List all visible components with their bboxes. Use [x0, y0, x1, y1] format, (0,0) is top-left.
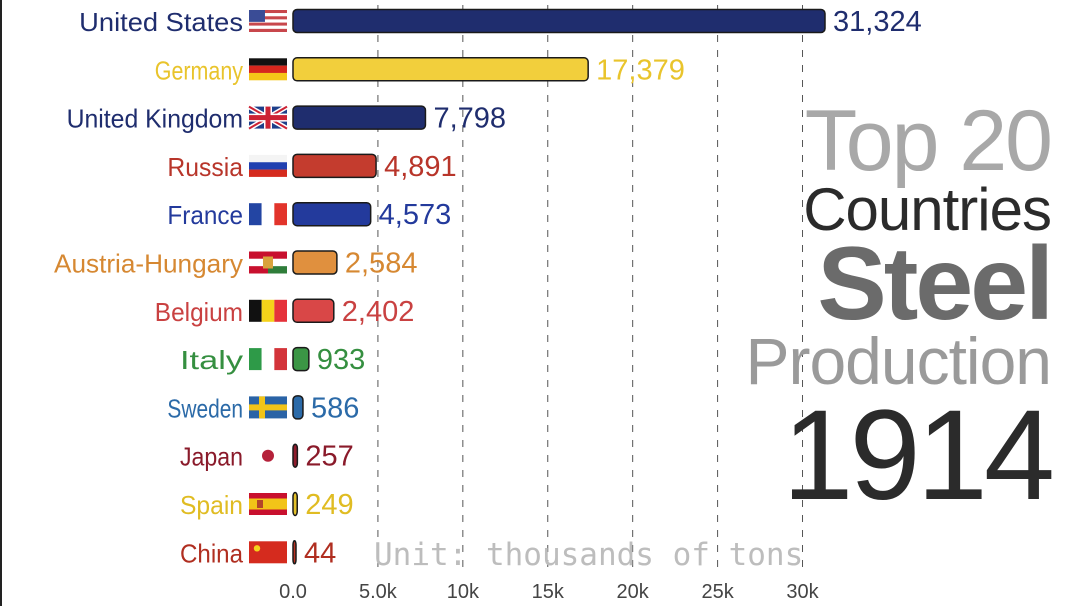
category-label: Spain — [180, 490, 243, 520]
bar-row-6: Belgium 2,402 — [155, 296, 415, 328]
unit-annotation: Unit: thousands of tons — [374, 537, 803, 573]
category-label: Russia — [167, 152, 243, 182]
bar — [292, 395, 304, 420]
category-label: United Kingdom — [67, 104, 243, 134]
bar-row-1: Germany 17,379 — [155, 54, 685, 86]
category-label: Japan — [180, 442, 243, 472]
bar — [292, 540, 297, 565]
x-tick-label: 10k — [447, 581, 480, 603]
category-label: Austria-Hungary — [54, 249, 243, 279]
bar-row-4: France 4,573 — [167, 199, 451, 231]
value-label: 31,324 — [833, 6, 922, 38]
japan-flag-icon — [249, 444, 287, 467]
category-label: France — [167, 200, 243, 230]
title-line-production: Production — [745, 324, 1052, 398]
bar-row-3: Russia 4,891 — [167, 151, 456, 183]
value-label: 2,402 — [342, 296, 415, 328]
year-label: 1914 — [782, 384, 1055, 527]
chart-title-block: Top 20 Countries Steel Production 1914 — [721, 93, 1055, 527]
value-label: 2,584 — [345, 248, 418, 280]
germany-flag-icon — [249, 58, 287, 81]
left-frame-border — [0, 0, 2, 606]
bar-row-10: Spain 249 — [180, 489, 354, 521]
category-label: Belgium — [155, 297, 243, 327]
bar-row-5: Austria-Hungary 2,584 — [54, 248, 417, 280]
value-label: 4,891 — [384, 151, 457, 183]
bar — [292, 105, 427, 130]
value-label: 249 — [305, 489, 353, 521]
bar-row-2: United Kingdom 7,798 — [67, 103, 506, 135]
bar — [292, 298, 335, 324]
value-label: 44 — [304, 537, 336, 569]
bar — [292, 201, 372, 227]
category-label: Italy — [180, 345, 243, 375]
x-tick-label: 15k — [532, 581, 565, 603]
bars: United States 31,324 Germany 17,379 United K… — [54, 6, 922, 569]
bar-row-7: Italy 933 — [180, 344, 365, 376]
title-line-steel: Steel — [817, 226, 1054, 342]
bar — [292, 443, 299, 468]
value-label: 257 — [305, 441, 353, 473]
x-axis-ticks: 0.0 5.0k 10k 15k 20k 25k 30k — [279, 581, 820, 603]
uk-flag-icon — [247, 104, 289, 131]
bar — [292, 250, 338, 275]
belgium-flag-icon — [249, 299, 287, 322]
value-label: 586 — [311, 392, 359, 424]
bar-row-9: Japan 257 — [180, 441, 354, 473]
x-tick-label: 5.0k — [359, 581, 398, 603]
title-line-top: Top 20 — [804, 93, 1053, 189]
austria-hungary-flag-icon — [249, 251, 287, 274]
us-flag-icon — [249, 10, 287, 32]
italy-flag-icon — [249, 348, 287, 371]
bar — [292, 57, 589, 82]
x-tick-label: 0.0 — [279, 581, 307, 603]
value-label: 933 — [317, 344, 365, 376]
france-flag-icon — [249, 203, 287, 226]
bar — [292, 346, 310, 372]
bar — [292, 153, 377, 179]
gridlines — [377, 5, 804, 572]
bar-row-8: Sweden 586 — [167, 392, 359, 424]
china-flag-icon — [249, 541, 287, 564]
bar-row-0: United States 31,324 — [79, 6, 922, 38]
x-tick-label: 25k — [701, 581, 734, 603]
title-line-countries: Countries — [803, 176, 1052, 243]
x-tick-label: 20k — [617, 581, 650, 603]
category-label: Sweden — [167, 393, 243, 423]
category-label: United States — [79, 7, 243, 37]
bar — [292, 8, 826, 34]
value-label: 17,379 — [596, 54, 685, 86]
x-tick-label: 30k — [786, 581, 819, 603]
category-label: Germany — [155, 55, 243, 85]
category-label: China — [180, 538, 243, 568]
bar-row-11: China 44 — [180, 537, 336, 569]
sweden-flag-icon — [249, 396, 287, 419]
value-label: 4,573 — [379, 199, 452, 231]
bar — [292, 491, 298, 517]
value-label: 7,798 — [433, 103, 506, 135]
spain-flag-icon — [249, 493, 287, 515]
russia-flag-icon — [249, 154, 287, 177]
